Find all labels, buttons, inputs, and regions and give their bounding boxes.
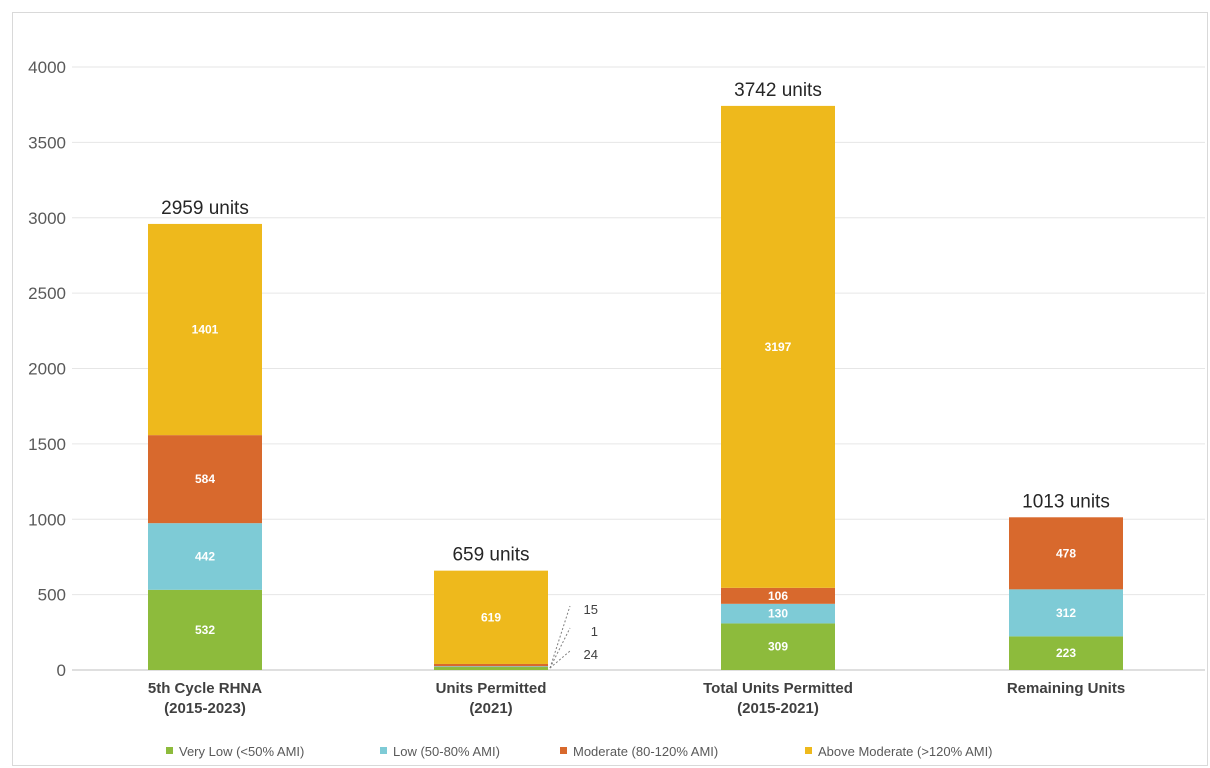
y-tick-label: 3500 <box>28 133 66 152</box>
side-data-label: 15 <box>584 602 598 617</box>
y-tick-label: 1500 <box>28 435 66 454</box>
y-tick-label: 500 <box>38 586 66 605</box>
bar-segment <box>434 663 548 667</box>
data-label: 312 <box>1056 606 1076 620</box>
bar-segment <box>148 435 262 524</box>
data-label: 532 <box>195 623 215 637</box>
y-tick-label: 4000 <box>28 58 66 77</box>
legend-swatch <box>380 747 387 754</box>
legend-swatch <box>560 747 567 754</box>
legend-swatch <box>166 747 173 754</box>
legend-swatch <box>805 747 812 754</box>
total-label: 659 units <box>452 545 529 566</box>
data-label: 309 <box>768 640 788 654</box>
x-category-label: (2015-2021) <box>737 700 819 717</box>
data-label: 1401 <box>192 323 219 337</box>
y-tick-label: 0 <box>57 661 66 680</box>
data-label: 619 <box>481 610 501 624</box>
x-category-label: Remaining Units <box>1007 680 1125 697</box>
total-label: 3742 units <box>734 80 822 101</box>
x-category-label: (2015-2023) <box>164 700 246 717</box>
data-label: 478 <box>1056 546 1076 560</box>
bar-segment <box>1009 636 1123 670</box>
callout-line <box>549 627 571 669</box>
y-tick-label: 2500 <box>28 284 66 303</box>
side-data-label: 1 <box>591 624 598 639</box>
data-label: 584 <box>195 472 215 486</box>
x-category-label: Units Permitted <box>436 680 547 697</box>
legend-label: Above Moderate (>120% AMI) <box>818 744 993 759</box>
bar-segment <box>434 666 548 668</box>
bar-segment <box>148 523 262 590</box>
side-data-label: 24 <box>584 647 598 662</box>
callout-line <box>549 605 571 669</box>
data-label: 106 <box>768 589 788 603</box>
data-label: 130 <box>768 607 788 621</box>
bar-segment <box>721 105 835 588</box>
chart-frame <box>12 12 1208 766</box>
data-label: 223 <box>1056 646 1076 660</box>
legend-label: Very Low (<50% AMI) <box>179 744 304 759</box>
bar-segment <box>721 587 835 604</box>
bar-segment <box>434 570 548 664</box>
total-label: 1013 units <box>1022 491 1110 512</box>
bar-segment <box>721 603 835 624</box>
y-tick-label: 2000 <box>28 360 66 379</box>
bar-segment <box>721 623 835 670</box>
bar-segment <box>148 589 262 670</box>
x-category-label: Total Units Permitted <box>703 680 853 697</box>
x-category-label: (2021) <box>469 700 512 717</box>
bar-segment <box>1009 517 1123 590</box>
data-label: 3197 <box>765 340 792 354</box>
legend-label: Moderate (80-120% AMI) <box>573 744 718 759</box>
total-label: 2959 units <box>161 198 249 219</box>
x-category-label: 5th Cycle RHNA <box>148 680 262 697</box>
data-label: 442 <box>195 549 215 563</box>
y-tick-label: 3000 <box>28 209 66 228</box>
bar-segment <box>434 666 548 670</box>
y-tick-label: 1000 <box>28 510 66 529</box>
bar-segment <box>1009 589 1123 637</box>
legend-label: Low (50-80% AMI) <box>393 744 500 759</box>
callout-line <box>549 650 571 669</box>
bar-segment <box>148 223 262 436</box>
